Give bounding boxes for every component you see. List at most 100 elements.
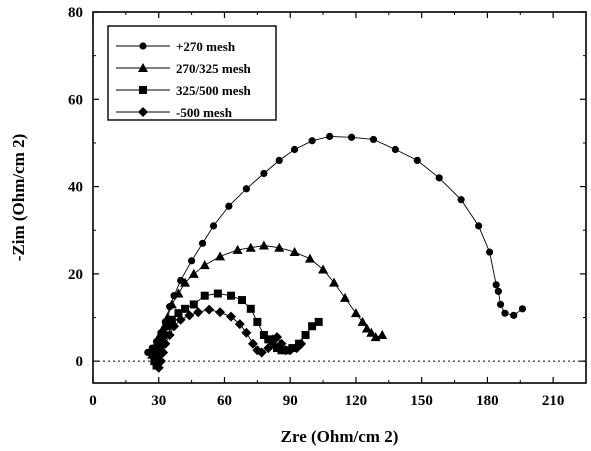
y-tick-label: 80	[68, 5, 83, 21]
data-point	[177, 276, 185, 285]
data-point	[273, 344, 282, 353]
data-point	[308, 322, 317, 331]
data-point	[237, 296, 246, 305]
data-point	[289, 247, 300, 257]
data-point	[234, 319, 245, 330]
data-point	[164, 329, 175, 340]
data-point	[275, 156, 283, 164]
x-tick-label: 60	[217, 393, 232, 409]
x-tick-label: 150	[410, 393, 433, 409]
legend-box	[107, 25, 277, 121]
data-point	[163, 322, 172, 331]
data-point	[246, 304, 255, 313]
y-axis-title: -Zim (Ohm/cm 2)	[9, 134, 28, 261]
data-point	[155, 344, 164, 353]
data-point	[391, 145, 399, 154]
data-point	[160, 338, 171, 349]
data-point	[173, 288, 184, 298]
series-0	[144, 132, 527, 357]
data-point	[198, 239, 207, 247]
data-point	[204, 304, 215, 315]
data-point	[169, 321, 180, 332]
data-point	[369, 135, 378, 144]
data-point	[496, 300, 505, 309]
data-point	[304, 253, 315, 263]
data-point	[241, 327, 252, 338]
data-point	[188, 268, 199, 278]
plot-border	[92, 11, 587, 384]
data-point	[188, 257, 196, 265]
data-point	[166, 299, 177, 309]
data-point	[339, 292, 350, 302]
data-point	[494, 287, 502, 295]
data-point	[258, 240, 269, 250]
series-3	[151, 304, 307, 373]
legend-marker	[139, 86, 147, 94]
data-point	[272, 332, 283, 343]
x-tick-label: 210	[542, 393, 565, 409]
data-point	[209, 222, 218, 230]
series-line	[153, 293, 319, 368]
data-point	[413, 156, 421, 164]
data-point	[296, 338, 307, 349]
data-point	[242, 185, 250, 193]
data-point	[290, 145, 299, 154]
data-point	[167, 315, 176, 324]
data-point	[457, 196, 465, 204]
data-point	[158, 347, 169, 358]
axis-ticks: 0 30 60 90 120 150 180 210 0 20 40 60 80	[68, 5, 586, 409]
data-point	[259, 330, 268, 339]
data-point	[181, 304, 190, 313]
data-point	[253, 317, 262, 326]
axis-titles: Zre (Ohm/cm 2) -Zim (Ohm/cm 2)	[9, 134, 398, 446]
data-point	[189, 300, 198, 309]
data-point	[435, 174, 443, 182]
y-tick-label: 20	[68, 267, 83, 283]
data-point	[314, 317, 323, 326]
data-point	[318, 264, 329, 274]
legend-label: 325/500 mesh	[176, 83, 252, 98]
data-point	[174, 309, 183, 318]
data-point	[213, 289, 222, 298]
data-point	[308, 137, 316, 145]
legend-marker	[138, 63, 148, 72]
data-point	[215, 307, 226, 318]
data-point	[227, 291, 236, 300]
data-point	[485, 248, 494, 256]
x-tick-label: 30	[151, 393, 166, 409]
y-tick-label: 40	[68, 180, 83, 196]
data-point	[347, 133, 356, 141]
data-point	[361, 323, 372, 333]
data-point	[180, 277, 191, 287]
data-point	[232, 244, 243, 254]
legend-label: -500 mesh	[176, 105, 233, 120]
legend-marker	[138, 107, 148, 117]
x-tick-label: 120	[345, 393, 368, 409]
data-point	[366, 327, 377, 337]
data-point	[193, 307, 204, 318]
data-point	[276, 338, 287, 349]
data-point	[510, 311, 518, 319]
x-tick-label: 180	[476, 393, 499, 409]
y-tick-label: 0	[76, 354, 84, 370]
legend-marker	[139, 42, 147, 50]
data-point	[226, 311, 237, 322]
data-point	[256, 347, 267, 358]
plot-frame	[92, 11, 587, 384]
data-point	[357, 316, 368, 326]
data-point	[475, 222, 483, 230]
data-point	[492, 281, 500, 289]
legend: +270 mesh 270/325 mesh 325/500 mesh -500 me…	[107, 25, 277, 121]
data-point	[158, 335, 167, 344]
data-point	[350, 308, 361, 318]
data-point	[184, 310, 195, 321]
data-point	[247, 338, 258, 349]
data-point	[225, 202, 233, 210]
x-axis-title: Zre (Ohm/cm 2)	[281, 427, 399, 446]
data-point	[518, 305, 527, 313]
data-point	[150, 357, 159, 366]
x-tick-label: 0	[89, 393, 97, 409]
x-tick-label: 90	[283, 393, 298, 409]
data-point	[377, 329, 388, 339]
